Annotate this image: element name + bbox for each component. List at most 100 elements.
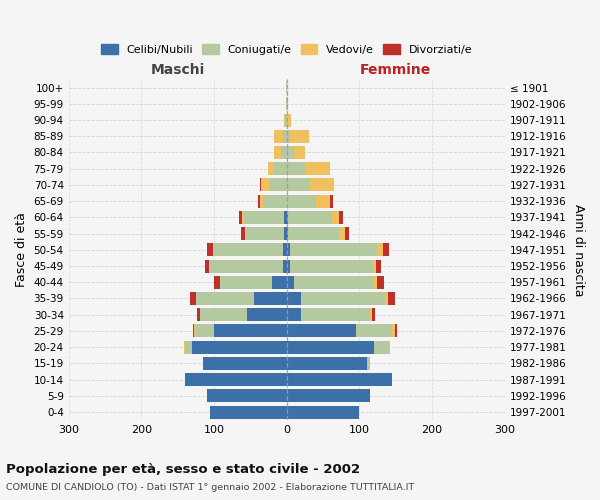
Bar — [345, 227, 349, 240]
Bar — [305, 162, 331, 175]
Bar — [287, 194, 316, 207]
Bar — [207, 244, 212, 256]
Bar — [388, 292, 395, 305]
Bar — [239, 211, 242, 224]
Bar — [301, 292, 385, 305]
Bar — [367, 357, 370, 370]
Bar — [214, 244, 283, 256]
Text: Maschi: Maschi — [151, 63, 205, 77]
Bar — [339, 211, 343, 224]
Bar — [287, 130, 290, 143]
Bar — [214, 276, 220, 288]
Bar — [262, 178, 269, 192]
Bar — [287, 260, 290, 272]
Bar — [287, 244, 290, 256]
Bar — [192, 340, 287, 353]
Bar — [287, 146, 294, 159]
Bar — [308, 178, 334, 192]
Bar — [205, 260, 209, 272]
Bar — [284, 211, 287, 224]
Bar — [287, 292, 301, 305]
Bar — [372, 308, 376, 321]
Bar — [395, 324, 397, 338]
Bar — [211, 406, 287, 418]
Bar — [290, 130, 308, 143]
Bar — [383, 244, 389, 256]
Bar — [374, 340, 389, 353]
Bar — [301, 308, 370, 321]
Text: Femmine: Femmine — [360, 63, 431, 77]
Bar — [288, 227, 339, 240]
Bar — [376, 260, 380, 272]
Bar — [244, 211, 284, 224]
Bar — [241, 227, 245, 240]
Bar — [247, 308, 287, 321]
Bar — [286, 81, 287, 94]
Bar — [284, 114, 285, 126]
Bar — [294, 146, 305, 159]
Bar — [286, 98, 287, 110]
Bar — [331, 194, 333, 207]
Bar — [242, 211, 244, 224]
Bar — [287, 373, 392, 386]
Y-axis label: Fasce di età: Fasce di età — [15, 212, 28, 288]
Bar — [389, 340, 390, 353]
Bar — [269, 178, 287, 192]
Bar — [194, 324, 196, 338]
Bar — [339, 227, 345, 240]
Bar — [283, 130, 287, 143]
Bar — [193, 324, 194, 338]
Text: COMUNE DI CANDIOLO (TO) - Dati ISTAT 1° gennaio 2002 - Elaborazione TUTTITALIA.I: COMUNE DI CANDIOLO (TO) - Dati ISTAT 1° … — [6, 482, 414, 492]
Bar — [245, 227, 246, 240]
Bar — [377, 276, 384, 288]
Bar — [356, 324, 392, 338]
Bar — [392, 324, 395, 338]
Bar — [190, 292, 196, 305]
Bar — [285, 114, 287, 126]
Bar — [211, 260, 283, 272]
Bar — [214, 324, 287, 338]
Bar — [272, 276, 287, 288]
Bar — [287, 211, 288, 224]
Bar — [294, 276, 374, 288]
Bar — [287, 340, 374, 353]
Bar — [220, 276, 272, 288]
Bar — [316, 194, 331, 207]
Bar — [200, 308, 247, 321]
Bar — [281, 146, 287, 159]
Bar — [287, 276, 294, 288]
Bar — [373, 260, 376, 272]
Bar — [260, 178, 262, 192]
Bar — [290, 260, 373, 272]
Bar — [209, 260, 211, 272]
Bar — [287, 324, 356, 338]
Bar — [274, 146, 281, 159]
Bar — [287, 114, 291, 126]
Bar — [246, 227, 284, 240]
Bar — [287, 357, 367, 370]
Bar — [196, 292, 254, 305]
Text: Popolazione per età, sesso e stato civile - 2002: Popolazione per età, sesso e stato civil… — [6, 462, 360, 475]
Bar — [288, 211, 332, 224]
Bar — [184, 340, 185, 353]
Bar — [197, 308, 200, 321]
Bar — [212, 244, 214, 256]
Bar — [268, 162, 274, 175]
Bar — [274, 130, 283, 143]
Bar — [377, 244, 383, 256]
Bar — [287, 178, 308, 192]
Bar — [185, 340, 192, 353]
Bar — [196, 324, 214, 338]
Legend: Celibi/Nubili, Coniugati/e, Vedovi/e, Divorziati/e: Celibi/Nubili, Coniugati/e, Vedovi/e, Di… — [98, 41, 476, 58]
Bar — [374, 276, 377, 288]
Bar — [283, 260, 287, 272]
Bar — [284, 227, 287, 240]
Bar — [287, 227, 288, 240]
Bar — [274, 162, 287, 175]
Bar — [207, 390, 287, 402]
Bar — [263, 194, 287, 207]
Bar — [287, 308, 301, 321]
Bar — [185, 373, 287, 386]
Bar — [287, 162, 305, 175]
Bar — [259, 194, 260, 207]
